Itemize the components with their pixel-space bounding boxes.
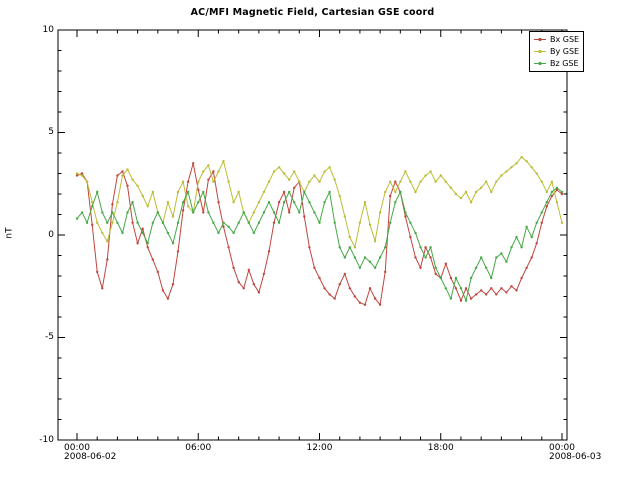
plot-frame (57, 29, 568, 441)
x-tick-label: 18:00 (427, 443, 454, 453)
legend-marker-icon (534, 37, 546, 41)
legend-marker-icon (534, 49, 546, 53)
x-tick-label: 00:00 (64, 443, 90, 453)
y-tick-label: -5 (45, 332, 54, 342)
x-axis-start-date: 2008-06-02 (64, 452, 117, 462)
legend-label: Bx GSE (550, 34, 580, 44)
axis-ticks (58, 29, 567, 441)
x-tick-label: 00:00 (549, 443, 575, 453)
legend: Bx GSE By GSE Bz GSE (529, 31, 585, 72)
y-tick-label: 5 (48, 127, 54, 137)
legend-label: Bz GSE (550, 58, 579, 68)
legend-item: By GSE (533, 45, 579, 57)
y-tick-label: 10 (42, 24, 54, 35)
y-tick-label: 0 (48, 229, 54, 240)
legend-label: By GSE (550, 46, 580, 56)
series-markers-bz-gse (75, 186, 564, 302)
chart-title: AC/MFI Magnetic Field, Cartesian GSE coo… (190, 7, 435, 18)
series-markers-bx-gse (75, 162, 564, 306)
series-line-bz-gse (76, 187, 563, 303)
legend-marker-icon (534, 61, 546, 65)
legend-item: Bx GSE (533, 33, 579, 45)
x-axis-end-date: 2008-06-03 (549, 452, 602, 462)
x-tick-label: 06:00 (185, 443, 212, 453)
x-tick-label: 12:00 (306, 443, 333, 453)
legend-item: Bz GSE (533, 57, 579, 69)
y-tick-label: -10 (39, 434, 54, 445)
